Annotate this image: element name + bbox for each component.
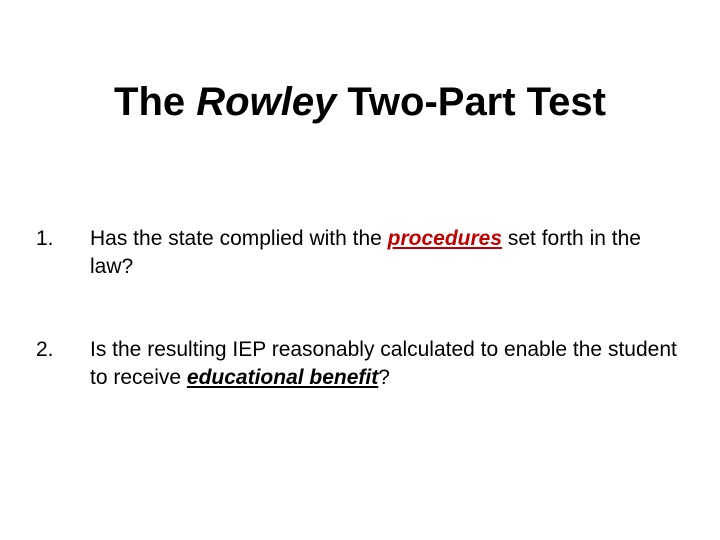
item-pre: Has the state complied with the xyxy=(90,227,388,250)
title-emph: Rowley xyxy=(196,80,336,124)
title-post: Two-Part Test xyxy=(336,80,606,124)
title-pre: The xyxy=(114,80,196,124)
item-number: 1. xyxy=(36,225,90,282)
item-emph: procedures xyxy=(388,227,502,250)
item-post: ? xyxy=(378,366,390,389)
numbered-list: 1. Has the state complied with the proce… xyxy=(36,225,684,446)
item-body: Is the resulting IEP reasonably calculat… xyxy=(90,336,684,393)
list-item: 1. Has the state complied with the proce… xyxy=(36,225,684,282)
item-emph: educational benefit xyxy=(187,366,378,389)
item-body: Has the state complied with the procedur… xyxy=(90,225,684,282)
slide-title: The Rowley Two-Part Test xyxy=(44,78,676,126)
list-item: 2. Is the resulting IEP reasonably calcu… xyxy=(36,336,684,393)
item-number: 2. xyxy=(36,336,90,393)
